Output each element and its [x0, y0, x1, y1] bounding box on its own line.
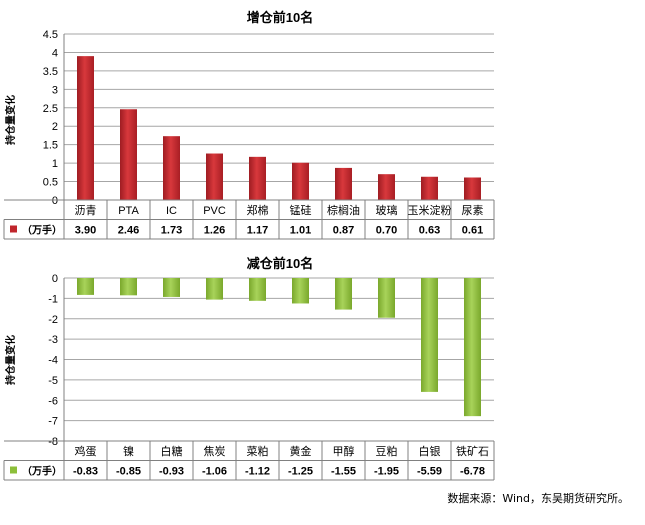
value-label: 2.46 — [118, 225, 139, 237]
data-table: （万手） 鸡蛋 -0.83 镍 -0.85 白糖 -0.93 焦炭 -1.06 菜粕 -1.12 黄金… — [3, 440, 495, 481]
category-label: 玻璃 — [376, 203, 398, 217]
value-label: -6.78 — [460, 466, 485, 478]
increase-chart: 增仓前10名 持仓量变化 0 0.5 1 1.5 2 2.5 3 3.5 4 4.5 （万手） 沥青… — [3, 10, 495, 240]
value-label: -1.55 — [331, 466, 356, 478]
category-label: 沥青 — [75, 204, 97, 217]
y-tick-label: 4 — [52, 47, 58, 59]
category-label: PTA — [118, 205, 139, 217]
y-tick-label: -8 — [48, 436, 58, 448]
source-note: 数据来源：Wind，东吴期货研究所。 — [447, 492, 629, 505]
value-label: 0.61 — [462, 225, 483, 237]
y-tick-label: 2 — [52, 121, 58, 133]
bar — [249, 156, 266, 200]
value-label: 3.90 — [75, 225, 96, 237]
y-tick-label: 3.5 — [43, 66, 58, 78]
bar — [292, 278, 309, 304]
bar — [120, 278, 137, 296]
chart-title: 增仓前10名 — [247, 10, 313, 25]
category-label: 郑棉 — [247, 203, 269, 217]
category-label: 黄金 — [290, 444, 312, 458]
category-label: 棕榈油 — [327, 203, 360, 217]
legend-key — [10, 225, 17, 233]
bar — [421, 278, 438, 392]
bar — [335, 167, 352, 200]
bar — [163, 278, 180, 297]
value-label: 0.63 — [419, 225, 440, 237]
category-label: 白银 — [419, 444, 441, 458]
y-tick-label: -7 — [48, 416, 58, 428]
category-label: 菜粕 — [247, 444, 269, 458]
y-tick-label: 2.5 — [43, 103, 58, 115]
y-axis-label: 持仓量变化 — [4, 95, 17, 145]
bars — [77, 56, 481, 201]
value-label: -1.25 — [288, 466, 313, 478]
legend-key — [10, 466, 17, 474]
value-label: 0.87 — [333, 225, 354, 237]
category-label: 尿素 — [462, 204, 484, 217]
value-label: -1.95 — [374, 466, 399, 478]
bar — [249, 278, 266, 301]
y-tick-label: -3 — [48, 334, 58, 346]
value-label: 0.70 — [376, 225, 397, 237]
value-label: -1.12 — [245, 466, 270, 478]
category-label: PVC — [203, 205, 226, 217]
value-label: -1.06 — [202, 466, 227, 478]
y-tick-labels: 0 0.5 1 1.5 2 2.5 3 3.5 4 4.5 — [43, 29, 58, 207]
bar — [464, 278, 481, 417]
value-label: 1.01 — [290, 225, 311, 237]
category-label: 焦炭 — [204, 445, 226, 458]
decrease-chart: 减仓前10名 持仓量变化 -8 -7 -6 -5 -4 -3 -2 -1 0 （万手） 鸡蛋 -0.… — [3, 256, 495, 481]
legend-label: （万手） — [22, 224, 62, 237]
bar — [206, 278, 223, 300]
chart-title: 减仓前10名 — [247, 256, 313, 271]
category-label: 豆粕 — [376, 444, 398, 458]
bar — [206, 153, 223, 200]
y-tick-label: 0 — [52, 195, 58, 207]
category-label: 镍 — [123, 444, 134, 458]
y-tick-label: -5 — [48, 375, 58, 387]
y-tick-label: -1 — [48, 293, 58, 305]
bars — [77, 278, 481, 417]
category-label: 玉米淀粉 — [408, 203, 452, 217]
y-tick-label: -6 — [48, 395, 58, 407]
value-label: -0.93 — [159, 466, 184, 478]
y-tick-labels: -8 -7 -6 -5 -4 -3 -2 -1 0 — [48, 273, 58, 448]
category-label: 锰硅 — [290, 203, 312, 217]
y-tick-label: -4 — [48, 355, 58, 367]
legend-label: （万手） — [22, 465, 62, 478]
bar — [378, 174, 395, 200]
bar — [378, 278, 395, 318]
bar — [163, 136, 180, 200]
bar — [335, 278, 352, 310]
bar — [77, 56, 94, 201]
bar — [292, 162, 309, 200]
bar — [421, 176, 438, 200]
y-tick-label: 1.5 — [43, 140, 58, 152]
y-tick-label: 1 — [52, 158, 58, 170]
category-label: 甲醇 — [333, 444, 355, 458]
value-label: -0.83 — [73, 466, 98, 478]
bar — [464, 177, 481, 200]
data-table: （万手） 沥青 3.90 PTA 2.46 IC 1.73 PVC 1.26 郑棉 1.17 锰硅 1.… — [3, 199, 495, 240]
y-tick-label: 3 — [52, 84, 58, 96]
category-label: 铁矿石 — [456, 445, 489, 458]
category-label: 鸡蛋 — [75, 444, 97, 458]
y-tick-label: 4.5 — [43, 29, 58, 41]
y-tick-label: -2 — [48, 314, 58, 326]
value-label: 1.17 — [247, 225, 268, 237]
value-label: 1.73 — [161, 225, 182, 237]
y-tick-label: 0 — [52, 273, 58, 285]
value-label: -0.85 — [116, 466, 141, 478]
bar — [77, 278, 94, 295]
category-label: 白糖 — [161, 444, 183, 458]
y-axis-label: 持仓量变化 — [4, 335, 17, 385]
y-tick-label: 0.5 — [43, 177, 58, 189]
bar — [120, 109, 137, 200]
category-label: IC — [166, 205, 177, 217]
value-label: -5.59 — [417, 466, 442, 478]
value-label: 1.26 — [204, 225, 225, 237]
